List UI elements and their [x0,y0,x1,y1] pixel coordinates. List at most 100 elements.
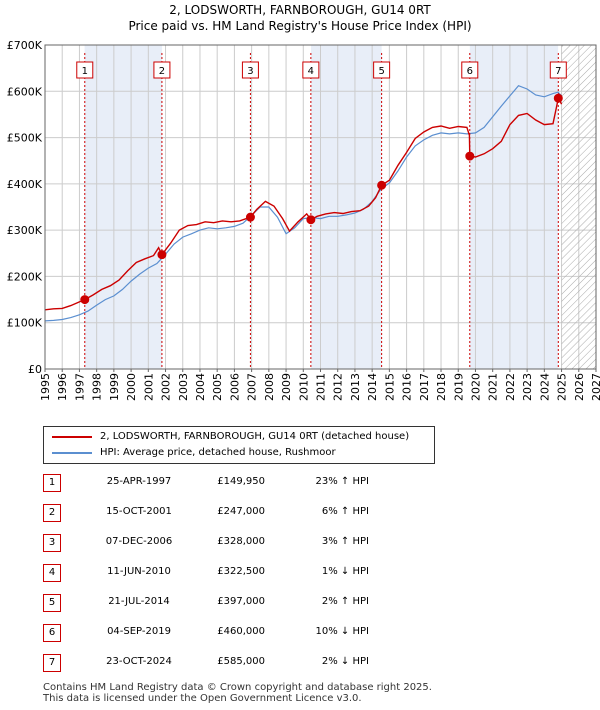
x-tick-label: 2014 [366,373,379,401]
y-tick-label: £100K [7,317,43,330]
sale-marker-label: 5 [378,66,384,77]
sale-price: £247,000 [217,506,265,517]
x-tick-label: 2017 [418,373,431,401]
x-tick-label: 2006 [228,373,241,401]
sale-marker-label: 7 [555,66,561,77]
sale-price: £397,000 [217,596,265,607]
x-tick-label: 1997 [73,373,86,401]
x-tick-label: 2012 [332,373,345,401]
x-tick-label: 2020 [469,373,482,401]
x-tick-label: 2011 [315,373,328,401]
x-tick-label: 2026 [573,373,586,401]
x-tick-label: 2019 [452,373,465,401]
x-tick-label: 2023 [521,373,534,401]
x-tick-label: 2009 [280,373,293,401]
x-tick-label: 2016 [401,373,414,401]
sale-hpi-diff: 2% ↑ HPI [321,596,369,607]
y-tick-label: £700K [7,39,43,52]
sale-marker-dot [80,295,90,305]
footer: Contains HM Land Registry data © Crown c… [43,682,432,704]
sale-marker-box [76,61,94,79]
legend-swatch-hpi [52,452,92,454]
sale-hpi-diff: 10% ↓ HPI [315,626,369,637]
legend-swatch-property [52,436,92,438]
x-tick-label: 2025 [556,373,569,401]
x-tick-label: 1998 [91,373,104,401]
table-row: 1 25-APR-1997 £149,950 23% ↑ HPI [43,474,443,492]
x-tick-label: 2010 [297,373,310,401]
sale-number: 5 [43,594,61,612]
x-tick-label: 2000 [125,373,138,401]
x-tick-label: 2002 [160,373,173,401]
sale-marker-box [461,61,479,79]
y-tick-label: £300K [7,224,43,237]
sale-marker-dot [306,215,316,225]
sale-price: £328,000 [217,536,265,547]
sale-marker-dot [553,93,563,103]
sale-price: £149,950 [217,476,265,487]
x-tick-label: 2003 [177,373,190,401]
x-tick-label: 2022 [504,373,517,401]
table-row: 5 21-JUL-2014 £397,000 2% ↑ HPI [43,594,443,612]
sale-date: 21-JUL-2014 [108,596,170,607]
sale-marker-label: 2 [159,66,165,77]
footer-line-1: Contains HM Land Registry data © Crown c… [43,682,432,693]
chart-area: 1 2 3 4 5 6 7 £0 £100K £200K £300K £400K £500K £600K… [7,39,600,401]
sale-marker-box [153,61,171,79]
sale-price: £585,000 [217,656,265,667]
chart-subtitle: Price paid vs. HM Land Registry's House … [128,19,472,33]
sale-marker-dot [157,250,167,260]
sale-marker-label: 3 [247,66,253,77]
sale-marker-box [549,61,567,79]
sale-number: 4 [43,564,61,582]
sale-date: 07-DEC-2006 [105,536,173,547]
sale-marker-box [373,61,391,79]
x-tick-label: 2018 [435,373,448,401]
table-row: 3 07-DEC-2006 £328,000 3% ↑ HPI [43,534,443,552]
forecast-hatch [561,45,596,369]
table-row: 2 15-OCT-2001 £247,000 6% ↑ HPI [43,504,443,522]
x-tick-label: 1996 [56,373,69,401]
sale-marker-label: 4 [308,66,314,77]
sale-number: 3 [43,534,61,552]
sale-band [469,45,559,369]
sale-marker-label: 6 [467,66,473,77]
sale-marker-label: 1 [82,66,88,77]
sale-number: 7 [43,654,61,672]
sale-hpi-diff: 3% ↑ HPI [321,536,369,547]
sale-hpi-diff: 23% ↑ HPI [315,476,369,487]
sale-number: 1 [43,474,61,492]
sale-date: 11-JUN-2010 [107,566,171,577]
legend-label-hpi: HPI: Average price, detached house, Rush… [100,447,336,458]
sale-band [311,45,382,369]
sale-price: £460,000 [217,626,265,637]
x-tick-label: 1995 [39,373,52,401]
sale-marker-dot [377,180,387,190]
x-tick-label: 2027 [590,373,600,401]
sale-hpi-diff: 6% ↑ HPI [321,506,369,517]
sale-date: 25-APR-1997 [106,476,172,487]
y-tick-label: £500K [7,132,43,145]
sale-marker-box [302,61,320,79]
table-row: 7 23-OCT-2024 £585,000 2% ↓ HPI [43,654,443,672]
sale-number: 6 [43,624,61,642]
y-tick-label: £600K [7,85,43,98]
x-tick-label: 2015 [383,373,396,401]
sale-band [84,45,163,369]
y-tick-label: £200K [7,270,43,283]
x-tick-label: 2004 [194,373,207,401]
x-tick-label: 2021 [487,373,500,401]
chart-title: 2, LODSWORTH, FARNBOROUGH, GU14 0RT [169,3,431,17]
sale-date: 23-OCT-2024 [106,656,172,667]
y-tick-label: £400K [7,178,43,191]
sale-number: 2 [43,504,61,522]
x-tick-label: 2024 [538,373,551,401]
sale-marker-box [241,61,259,79]
sale-markers: 1 2 3 4 5 6 7 [76,53,567,369]
x-tick-label: 1999 [108,373,121,401]
table-row: 4 11-JUN-2010 £322,500 1% ↓ HPI [43,564,443,582]
sale-hpi-diff: 2% ↓ HPI [321,656,369,667]
axes: £0 £100K £200K £300K £400K £500K £600K £700K 199… [7,39,600,401]
table-row: 6 04-SEP-2019 £460,000 10% ↓ HPI [43,624,443,642]
footer-line-2: This data is licensed under the Open Gov… [43,693,362,704]
